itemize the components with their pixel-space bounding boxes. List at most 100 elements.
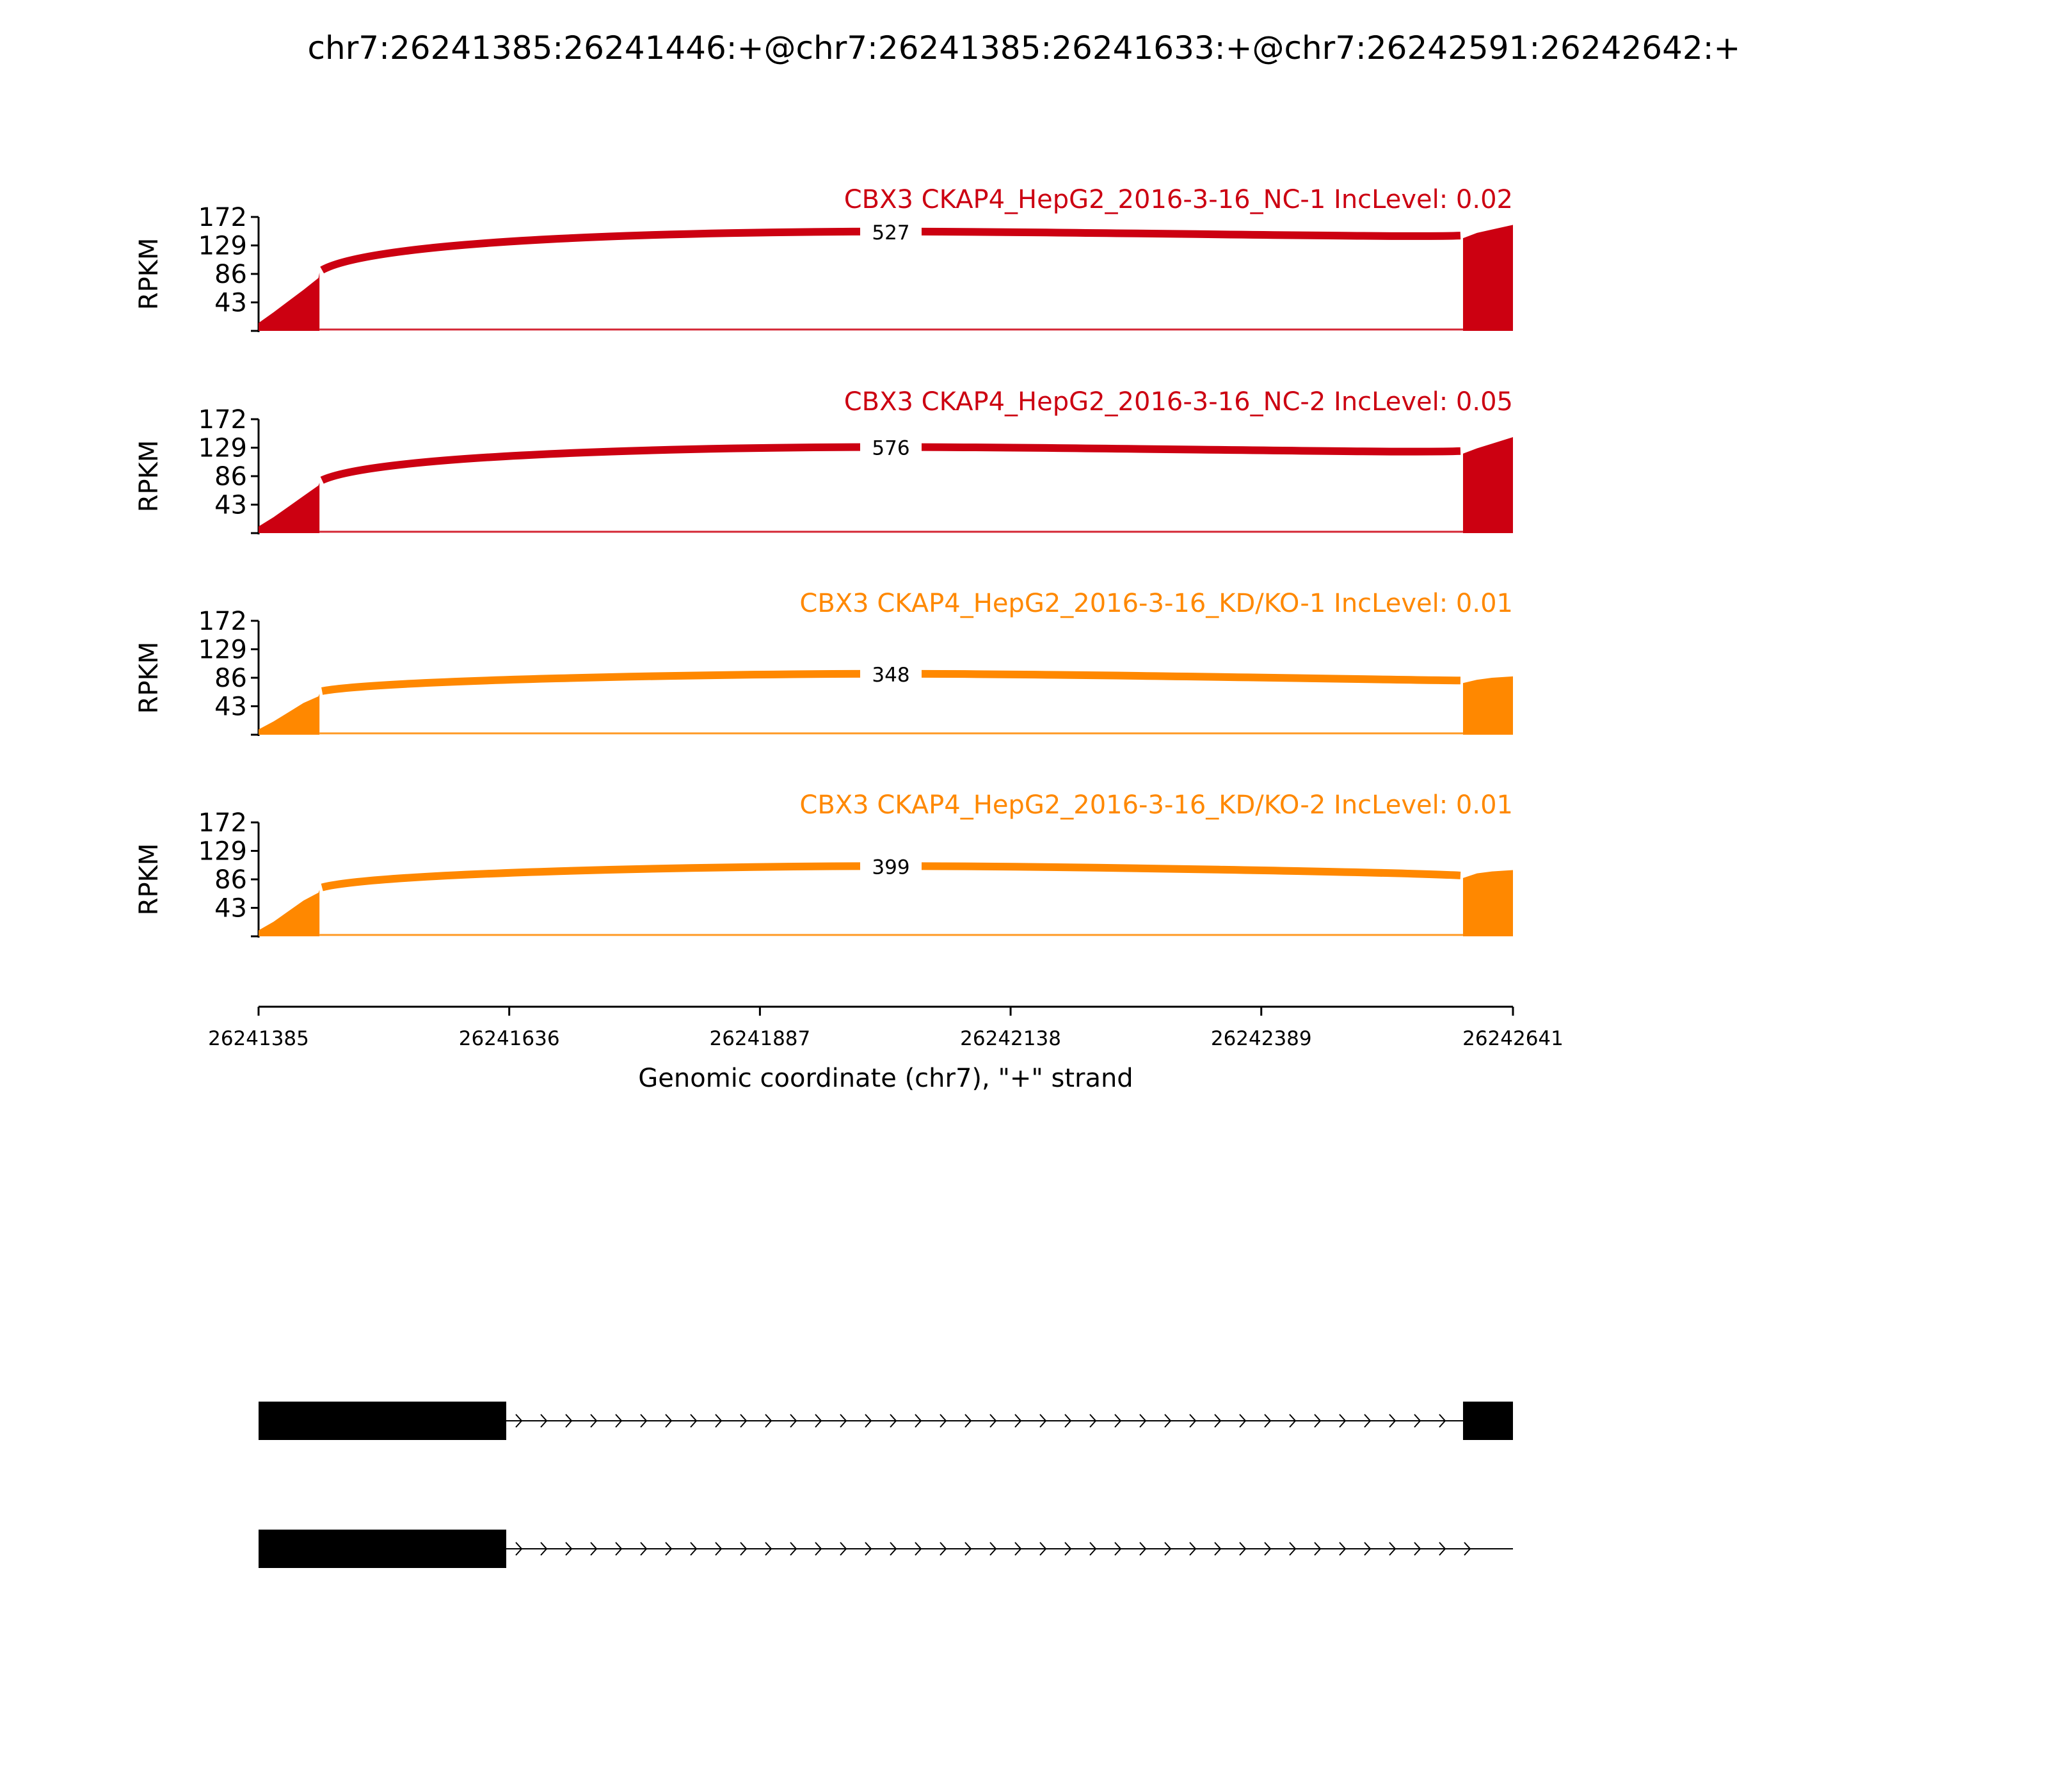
exon-block (1462, 1402, 1513, 1440)
strand-arrow (865, 1542, 872, 1556)
x-axis: 26241385 26241636 26241887 26242138 26242389… (208, 1005, 1564, 1050)
strand-arrow (665, 1542, 673, 1556)
junction-count-box (860, 435, 922, 460)
strand-arrow (615, 1414, 623, 1428)
strand-arrow (1214, 1414, 1222, 1428)
strand-arrow (1089, 1542, 1097, 1556)
strand-arrow (840, 1542, 847, 1556)
exon-block (259, 1530, 507, 1568)
strand-arrow (1064, 1414, 1072, 1428)
exon2-coverage (1462, 225, 1513, 331)
isoform-structures (259, 1402, 1513, 1568)
x-tick-label: 26241887 (709, 1027, 810, 1050)
strand-arrow (790, 1542, 797, 1556)
exon1-coverage (259, 890, 320, 936)
strand-arrow (1339, 1542, 1347, 1556)
strand-arrow (1289, 1414, 1297, 1428)
strand-arrow (1439, 1542, 1446, 1556)
strand-arrow (1264, 1542, 1272, 1556)
y-tick-label: 86 (214, 462, 247, 492)
y-tick-label: 86 (214, 664, 247, 693)
strand-arrow (765, 1542, 772, 1556)
strand-arrow (1364, 1542, 1372, 1556)
strand-arrow (1089, 1414, 1097, 1428)
x-tick-label: 26241385 (208, 1027, 309, 1050)
strand-arrow (515, 1542, 523, 1556)
strand-arrow (940, 1414, 947, 1428)
exon1-coverage (259, 483, 320, 533)
plot-title: chr7:26241385:26241446:+@chr7:26241385:2… (308, 29, 1741, 67)
y-tick-label: 86 (214, 260, 247, 289)
strand-arrow (715, 1542, 723, 1556)
strand-arrow (590, 1414, 598, 1428)
track-title: CBX3 CKAP4_HepG2_2016-3-16_KD/KO-1 IncLe… (799, 589, 1513, 618)
strand-arrow (940, 1542, 947, 1556)
track-title: CBX3 CKAP4_HepG2_2016-3-16_NC-1 IncLevel… (844, 185, 1513, 214)
x-tick-label: 26242389 (1211, 1027, 1312, 1050)
strand-arrow (1239, 1414, 1247, 1428)
strand-arrow (815, 1542, 822, 1556)
strand-arrow (640, 1542, 648, 1556)
exon-block (259, 1402, 507, 1440)
junction-count-box (860, 854, 922, 879)
strand-arrow (740, 1414, 748, 1428)
exon2-coverage (1462, 870, 1513, 936)
strand-arrow (915, 1542, 922, 1556)
exon2-coverage (1462, 436, 1513, 533)
exon2-coverage (1462, 676, 1513, 735)
isoform-1 (259, 1402, 1513, 1440)
strand-arrow (1164, 1542, 1172, 1556)
y-tick-label: 43 (214, 491, 247, 520)
junction-count: 527 (872, 221, 909, 244)
strand-arrow (1464, 1542, 1471, 1556)
y-tick-label: 129 (198, 232, 247, 261)
strand-arrow (1414, 1414, 1421, 1428)
strand-arrow (1389, 1414, 1396, 1428)
strand-arrow (1039, 1542, 1047, 1556)
strand-arrow (1314, 1414, 1322, 1428)
x-tick-label: 26241636 (459, 1027, 560, 1050)
strand-arrow (1289, 1542, 1297, 1556)
strand-arrow (964, 1542, 972, 1556)
strand-arrow (989, 1414, 997, 1428)
y-axis-label: RPKM (134, 238, 164, 310)
junction-count: 348 (872, 664, 909, 687)
strand-arrow (1364, 1414, 1372, 1428)
y-tick-label: 86 (214, 865, 247, 895)
x-tick-label: 26242641 (1462, 1027, 1564, 1050)
y-tick-label: 129 (198, 434, 247, 463)
strand-arrow (565, 1542, 573, 1556)
y-tick-label: 172 (198, 607, 247, 636)
y-tick-label: 172 (198, 405, 247, 435)
strand-arrow (515, 1414, 523, 1428)
junction-count-box (860, 661, 922, 686)
y-tick-label: 43 (214, 894, 247, 924)
strand-arrow (1439, 1414, 1446, 1428)
y-tick-label: 43 (214, 289, 247, 318)
exon1-coverage (259, 693, 320, 735)
y-axis-label: RPKM (134, 642, 164, 714)
strand-arrow (915, 1414, 922, 1428)
strand-arrow (989, 1542, 997, 1556)
strand-arrow (765, 1414, 772, 1428)
strand-arrow (690, 1542, 698, 1556)
strand-arrow (1014, 1414, 1022, 1428)
junction-count: 576 (872, 436, 909, 460)
strand-arrow (1414, 1542, 1421, 1556)
x-axis-label: Genomic coordinate (chr7), "+" strand (638, 1064, 1133, 1093)
strand-arrow (540, 1542, 548, 1556)
strand-arrow (890, 1414, 897, 1428)
strand-arrow (565, 1414, 573, 1428)
y-axis-label: RPKM (134, 440, 164, 513)
strand-arrow (1014, 1542, 1022, 1556)
strand-arrow (790, 1414, 797, 1428)
strand-arrow (1264, 1414, 1272, 1428)
strand-arrow (964, 1414, 972, 1428)
strand-arrow (1139, 1542, 1147, 1556)
strand-arrow (615, 1542, 623, 1556)
strand-arrow (1389, 1542, 1396, 1556)
